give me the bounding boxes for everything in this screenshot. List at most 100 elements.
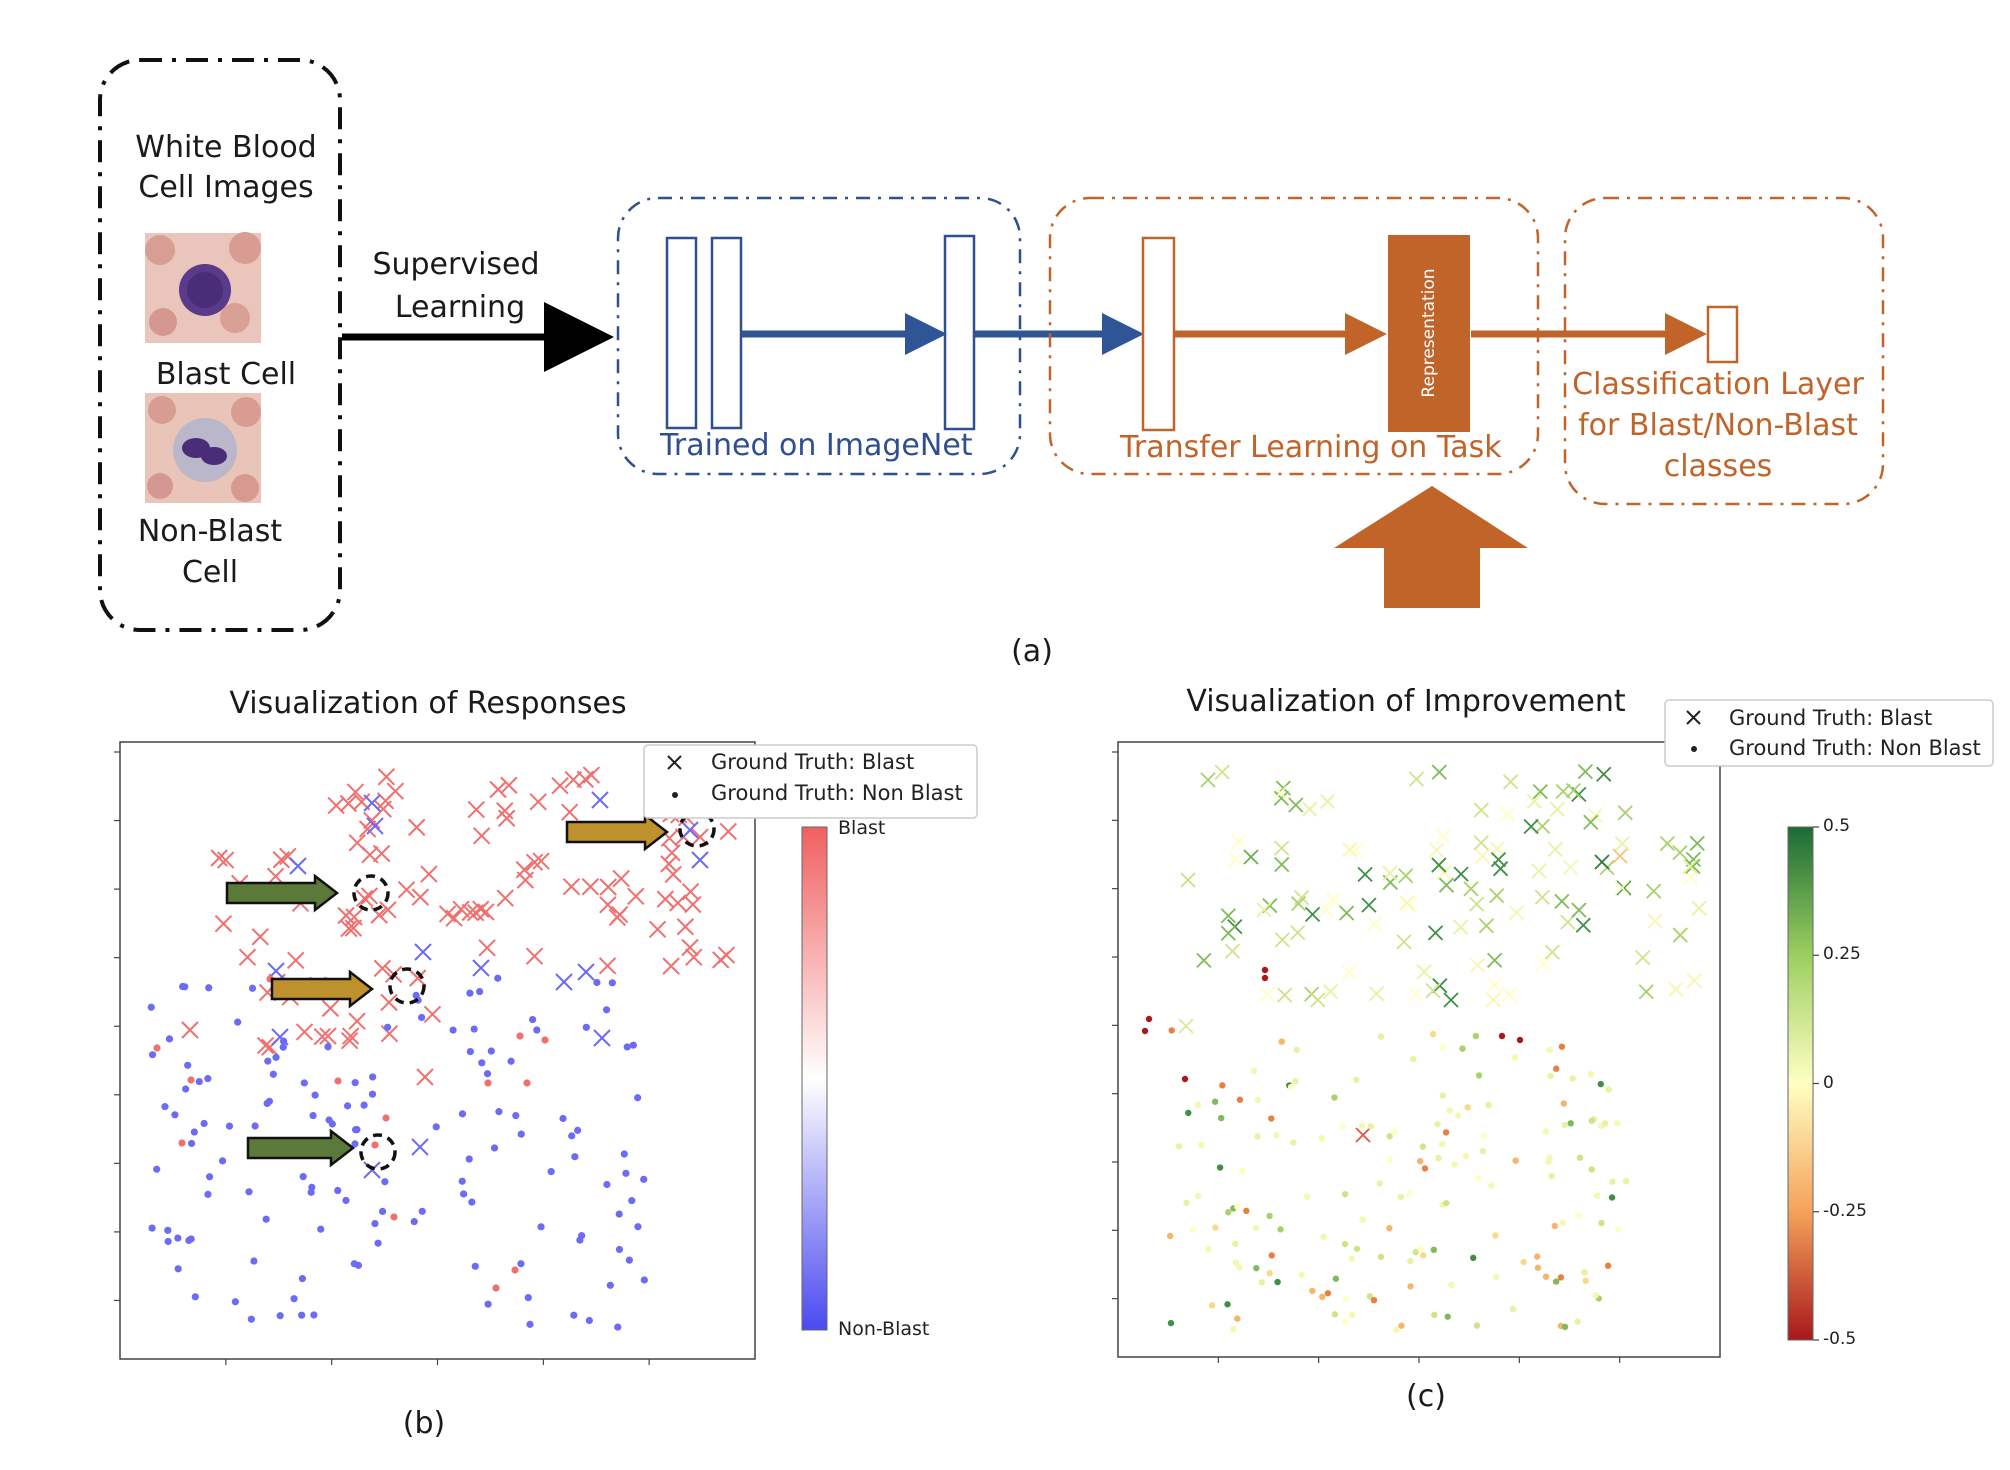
blast-marker bbox=[366, 817, 384, 835]
blast-marker bbox=[582, 766, 601, 784]
nonblast-marker bbox=[1561, 1121, 1568, 1129]
blast-marker bbox=[1646, 883, 1662, 899]
blast-marker bbox=[1275, 780, 1291, 796]
nonblast-marker bbox=[1545, 1158, 1552, 1165]
nonblast-marker bbox=[1331, 1311, 1339, 1318]
blast-marker bbox=[1435, 828, 1451, 845]
nonblast-marker bbox=[1567, 1120, 1574, 1127]
nonblast-marker bbox=[476, 987, 484, 996]
nonblast-marker bbox=[1273, 1132, 1280, 1139]
nonblast-marker bbox=[1225, 1209, 1232, 1216]
nonblast-marker bbox=[1472, 1032, 1480, 1040]
nonblast-marker bbox=[1407, 1283, 1414, 1290]
nonblast-marker bbox=[585, 1316, 593, 1325]
blast-marker bbox=[1478, 918, 1495, 934]
blast-marker bbox=[717, 946, 736, 964]
colorbar-tick-label: -0.25 bbox=[1823, 1200, 1867, 1221]
blast-marker bbox=[1231, 834, 1247, 850]
nonblast-marker bbox=[1232, 1259, 1239, 1266]
nonblast-marker bbox=[570, 1311, 578, 1319]
blast-marker bbox=[598, 957, 617, 975]
nonblast-marker bbox=[449, 1026, 457, 1034]
blast-marker bbox=[525, 853, 544, 872]
nonblast-marker bbox=[1598, 1219, 1605, 1227]
blast-marker bbox=[1647, 913, 1663, 929]
nonblast-marker bbox=[279, 1037, 288, 1045]
nonblast-marker bbox=[225, 1122, 234, 1130]
nonblast-marker bbox=[247, 1315, 255, 1323]
nonblast-marker bbox=[470, 1025, 478, 1033]
nonblast-marker bbox=[1574, 1318, 1581, 1325]
nonblast-marker bbox=[547, 1168, 555, 1176]
nonblast-marker bbox=[1386, 1133, 1393, 1140]
blast-marker bbox=[719, 822, 738, 841]
nonblast-marker bbox=[324, 1043, 332, 1051]
blast-marker bbox=[1473, 802, 1489, 818]
blast-marker bbox=[1571, 902, 1587, 918]
nonblast-marker bbox=[478, 1059, 486, 1067]
blast-marker bbox=[1562, 859, 1579, 876]
blast-marker bbox=[1583, 814, 1599, 830]
panel-c-legend bbox=[1664, 699, 1994, 767]
blast-marker bbox=[516, 871, 535, 889]
supervised-label-1: Supervised bbox=[372, 247, 540, 282]
nonblast-marker bbox=[1348, 1311, 1356, 1319]
blast-marker bbox=[1489, 888, 1505, 904]
blast-marker bbox=[1408, 771, 1425, 787]
blast-marker bbox=[1427, 925, 1444, 941]
nonblast-marker bbox=[1588, 1166, 1595, 1173]
blast-marker bbox=[1532, 783, 1548, 800]
blast-marker bbox=[348, 834, 366, 852]
caption-c: (c) bbox=[1406, 1379, 1446, 1414]
nonblast-marker bbox=[1594, 1192, 1601, 1199]
blast-marker bbox=[360, 887, 379, 905]
nonblast-marker bbox=[1370, 1296, 1378, 1304]
nonblast-marker bbox=[200, 1119, 208, 1128]
nonblast-marker bbox=[541, 1036, 549, 1044]
nonblast-marker bbox=[1268, 1115, 1275, 1122]
nonblast-marker bbox=[1190, 1226, 1197, 1234]
nonblast-marker bbox=[161, 1103, 169, 1111]
nonblast-marker bbox=[1217, 1114, 1225, 1122]
nonblast-marker bbox=[1512, 1157, 1519, 1164]
blast-marker bbox=[466, 903, 485, 922]
blast-marker bbox=[416, 1068, 434, 1086]
nonblast-marker bbox=[290, 1295, 298, 1303]
nonblast-marker bbox=[1561, 1323, 1569, 1331]
blast-marker bbox=[656, 890, 675, 908]
nonblast-marker bbox=[153, 1044, 161, 1052]
nonblast-marker bbox=[1439, 1092, 1446, 1099]
blast-marker bbox=[564, 771, 583, 789]
blast-marker bbox=[266, 867, 285, 885]
nonblast-marker bbox=[1448, 1281, 1455, 1289]
nonblast-marker bbox=[1416, 1157, 1424, 1165]
blast-marker bbox=[555, 973, 573, 991]
nonblast-marker bbox=[195, 1077, 203, 1086]
nonblast-marker bbox=[460, 1190, 468, 1198]
nonblast-marker bbox=[625, 1256, 633, 1264]
nonblast-marker bbox=[334, 1186, 342, 1195]
nonblast-marker bbox=[1475, 1174, 1482, 1182]
nonblast-marker bbox=[1243, 1207, 1250, 1215]
caption-b: (b) bbox=[402, 1406, 446, 1441]
blast-marker bbox=[1501, 986, 1518, 1003]
blast-marker bbox=[660, 855, 678, 873]
nonblast-marker bbox=[234, 1018, 242, 1026]
nonblast-marker bbox=[1254, 1096, 1261, 1104]
nonblast-marker bbox=[615, 1245, 624, 1254]
panel-b-colorbar-bottom: Non-Blast bbox=[838, 1318, 930, 1340]
blast-marker bbox=[472, 900, 490, 918]
nonblast-marker bbox=[1211, 1098, 1219, 1105]
nonblast-marker bbox=[1261, 966, 1269, 974]
blast-marker bbox=[1357, 866, 1373, 882]
nonblast-marker bbox=[1492, 1273, 1500, 1281]
nonblast-marker bbox=[1266, 1270, 1273, 1277]
nonblast-marker bbox=[1609, 1178, 1616, 1185]
nonblast-marker bbox=[634, 1223, 642, 1231]
nonblast-marker bbox=[164, 1226, 172, 1234]
nonblast-marker bbox=[1250, 1067, 1258, 1075]
nonblast-marker bbox=[1520, 1258, 1527, 1266]
input-title-2: Cell Images bbox=[138, 170, 314, 205]
